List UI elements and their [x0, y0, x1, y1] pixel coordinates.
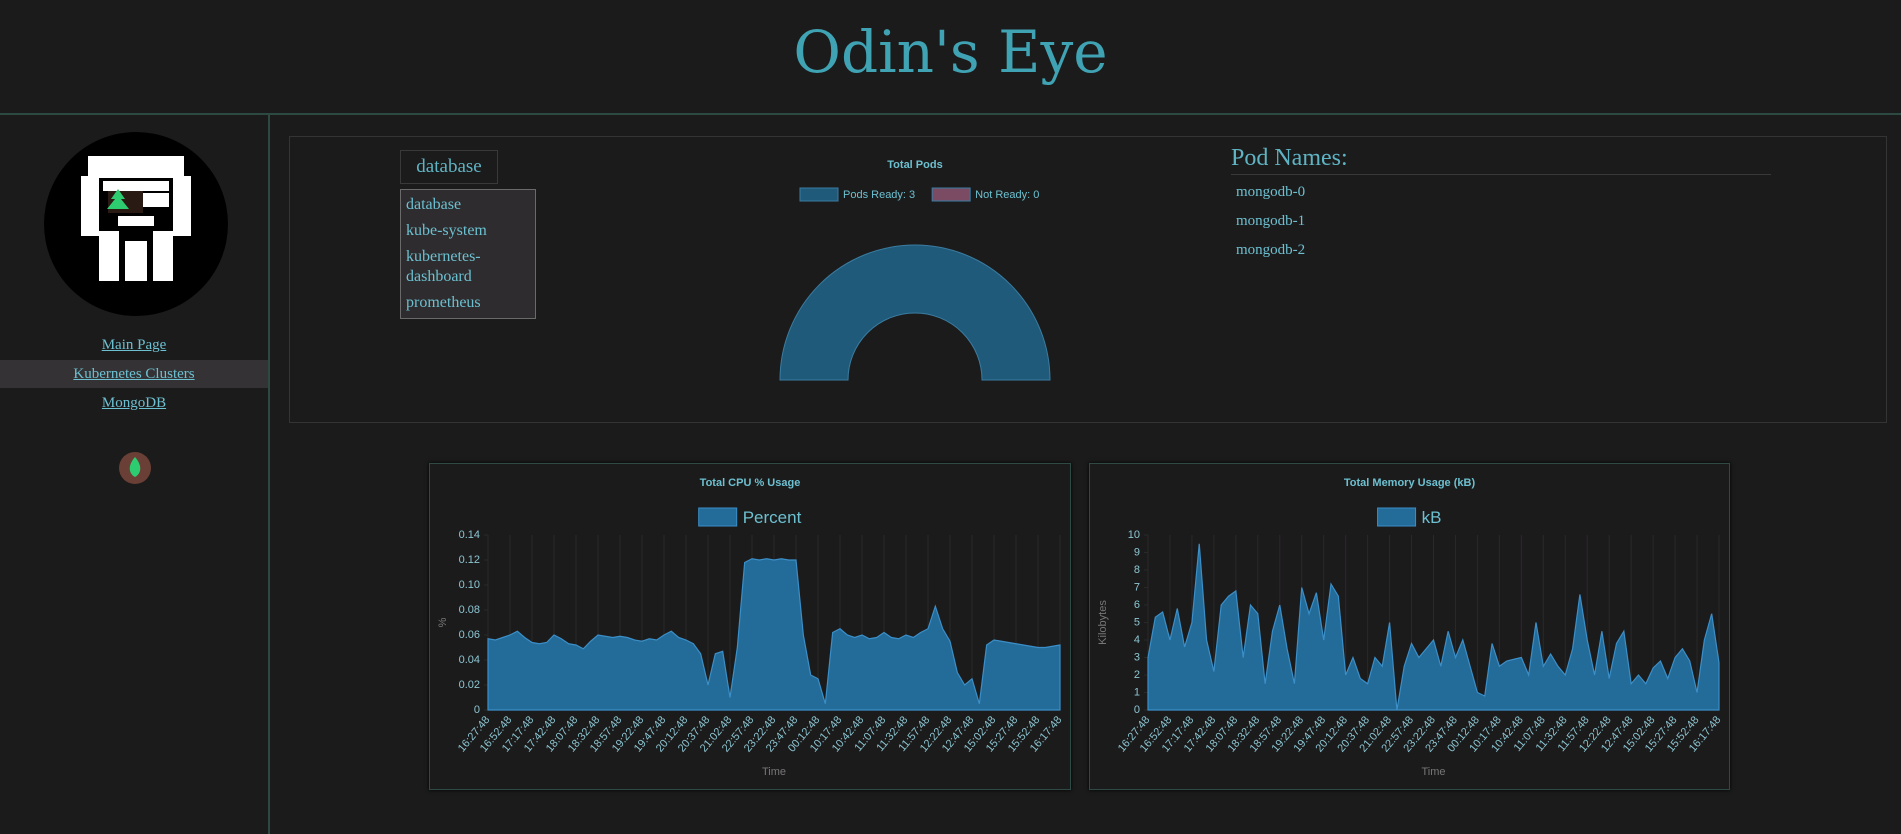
area [487, 558, 1061, 711]
y-tick-label: 2 [1134, 669, 1140, 681]
logo [44, 132, 228, 316]
nav-link[interactable]: Kubernetes Clusters [73, 366, 195, 382]
pod-name: mongodb-1 [1236, 213, 1306, 229]
area [1147, 543, 1720, 711]
x-axis-title: Time [1421, 766, 1445, 778]
y-tick-label: 5 [1134, 616, 1140, 628]
y-tick-label: 0.04 [459, 654, 480, 666]
y-tick-label: 0 [1134, 704, 1140, 716]
chart-title: Total Pods [887, 159, 942, 171]
nav-item: MongoDB [0, 389, 268, 417]
nav-link[interactable]: MongoDB [101, 395, 167, 411]
namespace-option[interactable]: prometheus [406, 294, 481, 311]
y-tick-label: 0.12 [459, 554, 480, 566]
y-tick-label: 0.14 [459, 529, 480, 541]
y-tick-label: 8 [1134, 564, 1140, 576]
chart-title: Total CPU % Usage [700, 477, 801, 489]
pod-name: mongodb-2 [1236, 242, 1306, 258]
y-tick-label: 6 [1134, 599, 1140, 611]
legend-label: Not Ready: 0 [975, 189, 1039, 201]
namespace-select[interactable]: database [400, 150, 498, 184]
memory-chart: Total Memory Usage (kB)kB16:27:4816:52:4… [1089, 463, 1730, 790]
x-axis-title: Time [762, 766, 786, 778]
y-tick-label: 4 [1134, 634, 1140, 646]
pod-name: mongodb-0 [1236, 184, 1306, 200]
legend-label: kB [1422, 508, 1442, 527]
y-tick-label: 7 [1134, 581, 1140, 593]
app-title: Odin's Eye [793, 18, 1108, 86]
legend-label: Percent [743, 508, 802, 527]
y-tick-label: 0 [474, 704, 480, 716]
y-axis-title: Kilobytes [1097, 600, 1109, 645]
y-tick-label: 0.06 [459, 629, 480, 641]
doughnut-segment [779, 244, 1051, 381]
legend-label: Pods Ready: 3 [843, 189, 915, 201]
pod-names-title: Pod Names: [1231, 145, 1771, 175]
y-tick-label: 9 [1134, 546, 1140, 558]
chart-title: Total Memory Usage (kB) [1344, 477, 1476, 489]
namespace-option[interactable]: kube-system [406, 222, 487, 239]
cpu-chart: Total CPU % UsagePercent16:27:4816:52:48… [429, 463, 1071, 790]
pods-chart: Total Pods Pods Ready: 3 Not Ready: 0 [779, 159, 1051, 381]
nav-item: Main Page [0, 331, 268, 359]
y-tick-label: 10 [1128, 529, 1140, 541]
y-tick-label: 0.10 [459, 579, 480, 591]
legend-swatch [931, 187, 971, 202]
status-icon [119, 452, 151, 484]
sidebar [0, 115, 270, 834]
y-tick-label: 3 [1134, 651, 1140, 663]
y-tick-label: 0.02 [459, 679, 480, 691]
nav-link[interactable]: Main Page [101, 337, 167, 353]
namespace-option[interactable]: database [406, 196, 462, 213]
pods-panel [289, 136, 1887, 423]
y-tick-label: 1 [1134, 686, 1140, 698]
y-axis-title: % [437, 617, 449, 627]
namespace-options: database kube-system kubernetes-dashboard p… [400, 189, 536, 319]
y-tick-label: 0.08 [459, 604, 480, 616]
namespace-option[interactable]: kubernetes-dashboard [406, 248, 481, 285]
legend-swatch [799, 187, 839, 202]
header [0, 0, 1901, 115]
nav-item: Kubernetes Clusters [0, 360, 268, 388]
legend-swatch [698, 507, 738, 527]
legend-swatch [1377, 507, 1417, 527]
